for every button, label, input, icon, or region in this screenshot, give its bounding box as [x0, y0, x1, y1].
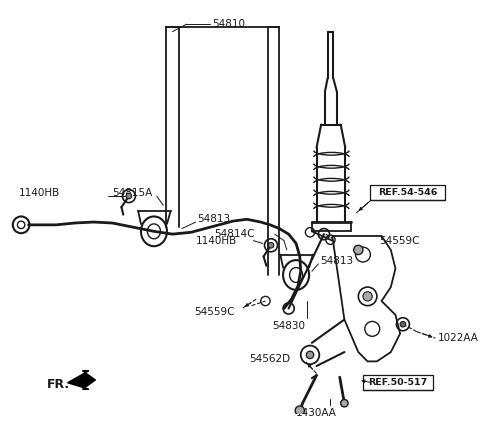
Polygon shape: [332, 236, 400, 362]
Text: FR.: FR.: [47, 378, 70, 391]
Text: 54813: 54813: [198, 214, 231, 224]
Text: REF.54-546: REF.54-546: [378, 188, 437, 197]
Circle shape: [400, 321, 406, 327]
Text: 54815A: 54815A: [112, 188, 153, 198]
Text: 54813: 54813: [320, 256, 353, 266]
Circle shape: [268, 242, 274, 248]
Text: REF.50-517: REF.50-517: [368, 378, 427, 387]
Text: 54814C: 54814C: [215, 229, 255, 239]
Text: 1140HB: 1140HB: [196, 235, 237, 246]
Circle shape: [354, 245, 363, 254]
Text: 54830: 54830: [272, 321, 305, 331]
Bar: [371, 185, 444, 200]
Circle shape: [306, 351, 314, 359]
Bar: [363, 375, 432, 390]
Circle shape: [295, 406, 304, 415]
Text: 54559C: 54559C: [380, 235, 420, 246]
Circle shape: [126, 193, 132, 199]
Text: 1430AA: 1430AA: [296, 408, 337, 418]
Circle shape: [363, 292, 372, 301]
Circle shape: [341, 400, 348, 407]
Polygon shape: [68, 371, 96, 389]
Text: 1140HB: 1140HB: [19, 188, 60, 198]
Text: 1022AA: 1022AA: [438, 333, 479, 343]
Text: 54562D: 54562D: [250, 354, 291, 364]
Text: 54559C: 54559C: [194, 307, 234, 317]
Text: 54810: 54810: [213, 19, 245, 29]
